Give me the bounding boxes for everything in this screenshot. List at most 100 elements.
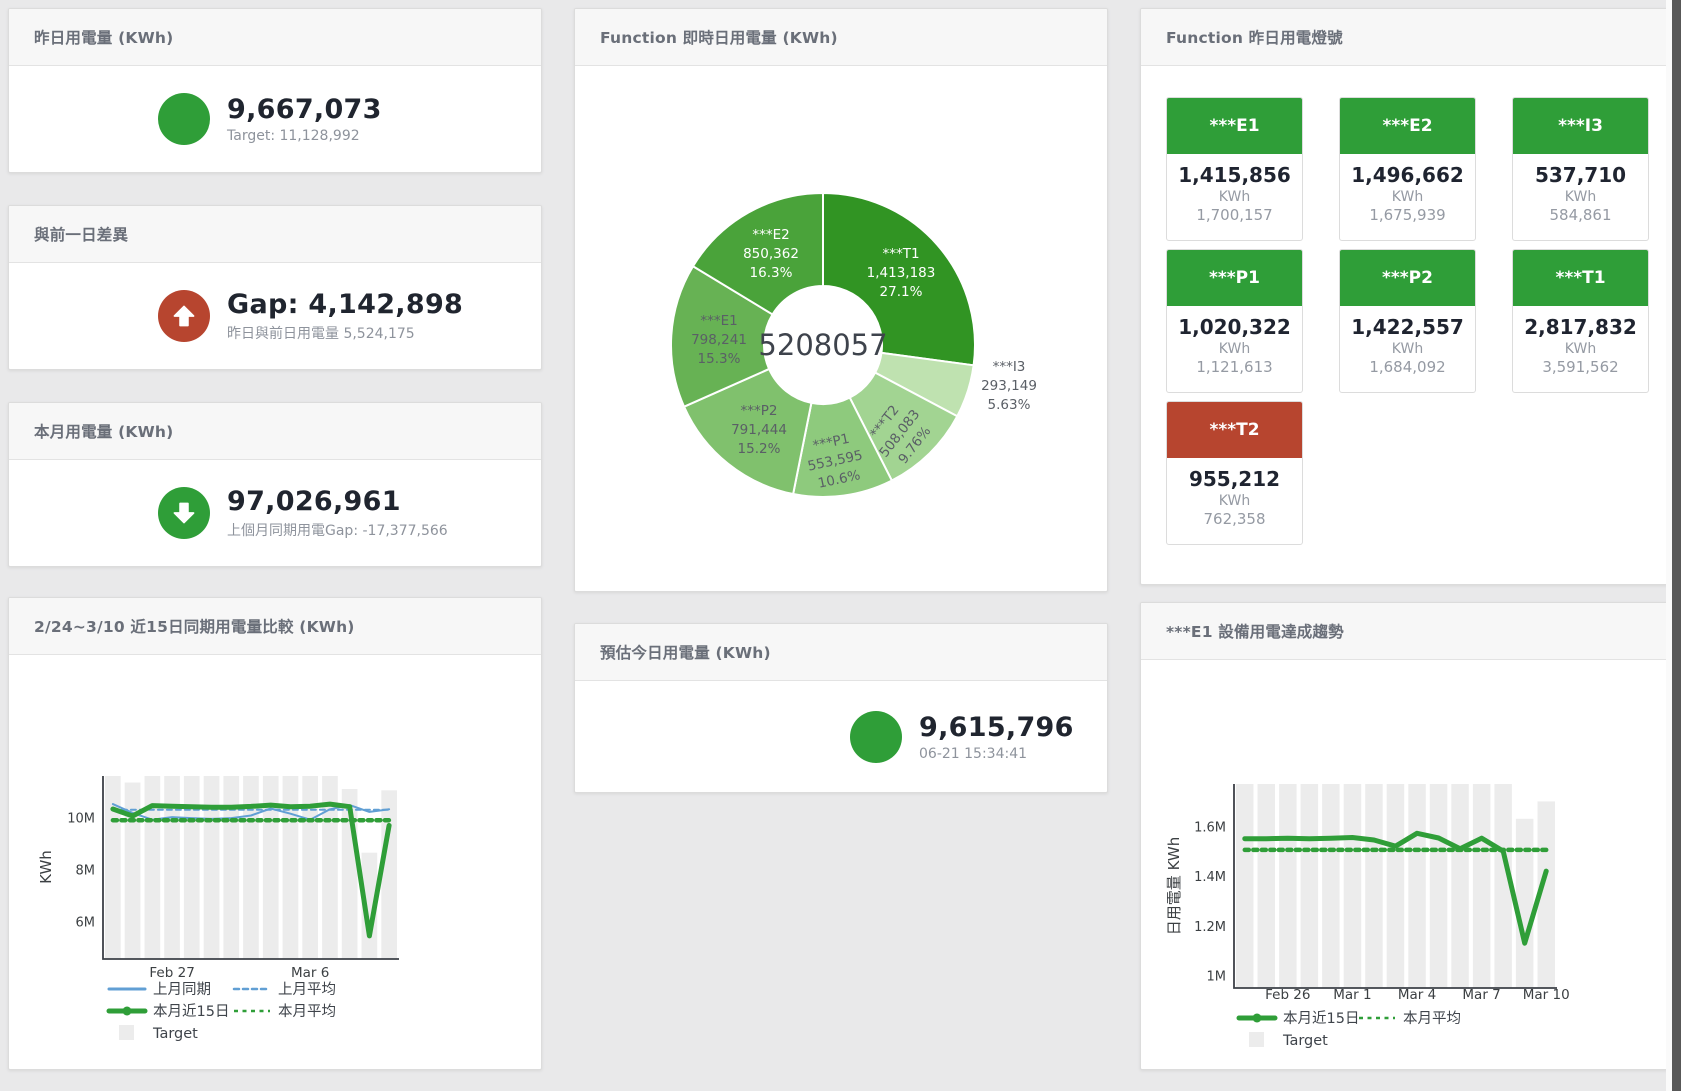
light-tile-name: ***T2 — [1167, 402, 1302, 458]
y-tick-label: 1.2M — [1194, 920, 1226, 935]
light-tile: ***P1 1,020,322 KWh 1,121,613 — [1166, 249, 1303, 393]
target-bar — [282, 776, 299, 959]
legend-label: 本月近15日 — [153, 1003, 229, 1020]
kpi-body: 9,667,073 Target: 11,128,992 — [9, 66, 541, 172]
x-tick-label: Feb 26 — [1265, 987, 1310, 1003]
y-tick-label: 1M — [1207, 970, 1227, 985]
legend-label: 上月平均 — [278, 981, 336, 998]
y-tick-label: 8M — [76, 864, 96, 879]
legend-label: Target — [152, 1026, 198, 1042]
light-tile-body: 955,212 KWh 762,358 — [1167, 458, 1302, 528]
card-yesterday-usage: 昨日用電量 (KWh) 9,667,073 Target: 11,128,992 — [8, 8, 542, 173]
card-header: 本月用電量 (KWh) — [9, 403, 541, 460]
x-tick-label: Mar 4 — [1398, 987, 1436, 1003]
kpi-value: 9,667,073 — [227, 94, 382, 125]
legend-swatch-dot — [1252, 1013, 1262, 1023]
card-header: Function 昨日用電燈號 — [1141, 9, 1667, 66]
target-bar — [1494, 784, 1512, 988]
tile-target: 1,700,157 — [1196, 206, 1273, 224]
card-estimate-today: 預估今日用電量 (KWh) 9,615,796 06-21 15:34:41 — [574, 623, 1108, 793]
legend-swatch-dot — [122, 1006, 132, 1016]
light-tile-name: ***E2 — [1340, 98, 1475, 154]
tile-unit: KWh — [1218, 493, 1251, 509]
trend-line-chart: 1M 1.2M 1.4M 1.6M Feb 26 Mar 1 Mar 4 Mar 7 Mar 1… — [1165, 784, 1570, 1049]
tile-target: 1,121,613 — [1196, 358, 1273, 376]
target-bar — [1322, 784, 1340, 988]
tile-target: 584,861 — [1549, 206, 1612, 224]
donut-slice — [691, 191, 824, 316]
kpi-body: 9,615,796 06-21 15:34:41 — [575, 681, 1107, 792]
status-circle-icon — [850, 710, 902, 763]
card-title: 預估今日用電量 (KWh) — [600, 644, 771, 662]
card-header: 2/24~3/10 近15日同期用電量比較 (KWh) — [9, 598, 541, 655]
legend-label: Target — [1282, 1033, 1328, 1049]
arrow-up-icon — [158, 290, 210, 342]
donut-slice — [682, 367, 813, 496]
target-bar — [381, 790, 397, 959]
card-15day-compare-chart: 2/24~3/10 近15日同期用電量比較 (KWh) 6M 8M 10M Feb 2… — [8, 597, 542, 1070]
y-axis-label: KWh — [37, 850, 55, 884]
target-bar — [1343, 784, 1362, 988]
series-line — [110, 801, 392, 939]
x-tick-label: Feb 27 — [149, 965, 194, 981]
scrollbar-track[interactable] — [1666, 0, 1681, 1091]
card-header: 昨日用電量 (KWh) — [9, 9, 541, 66]
target-bar — [243, 776, 259, 959]
card-title: ***E1 設備用電達成趨勢 — [1166, 623, 1344, 641]
target-bar — [1300, 784, 1319, 988]
kpi-text: 97,026,961 上個月同期用電Gap: -17,377,566 — [227, 486, 448, 540]
card-title: Function 昨日用電燈號 — [1166, 29, 1343, 47]
kpi-value: 97,026,961 — [227, 486, 401, 517]
series-line — [1242, 830, 1549, 946]
card-title: 本月用電量 (KWh) — [34, 423, 174, 441]
kpi-value: 9,615,796 — [919, 711, 1074, 743]
target-bar — [1515, 818, 1534, 988]
target-bar — [164, 776, 180, 959]
light-tile-name: ***I3 — [1513, 98, 1648, 154]
target-bar — [1386, 784, 1405, 988]
tile-value: 1,415,856 — [1178, 163, 1291, 187]
light-tile-body: 1,422,557 KWh 1,684,092 — [1340, 306, 1475, 376]
kpi-subtitle: Target: 11,128,992 — [227, 128, 360, 144]
card-header: Function 即時日用電量 (KWh) — [575, 9, 1107, 66]
tile-unit: KWh — [1218, 189, 1251, 205]
donut-slice-label: ***I3 293,149 5.63% — [981, 359, 1037, 413]
light-tile-name: ***P2 — [1340, 250, 1475, 306]
card-day-gap: 與前一日差異 Gap: 4,142,898 昨日與前日用電量 5,524,175 — [8, 205, 542, 370]
donut-slice — [670, 264, 774, 409]
x-tick-label: Mar 10 — [1523, 987, 1570, 1003]
light-tile: ***I3 537,710 KWh 584,861 — [1512, 97, 1649, 241]
kpi-subtitle: 昨日與前日用電量 5,524,175 — [227, 326, 415, 342]
donut-chart: ***T1 1,413,183 27.1%***I3 293,149 5.63%***T… — [670, 191, 1037, 499]
tile-unit: KWh — [1564, 341, 1597, 357]
kpi-body: 97,026,961 上個月同期用電Gap: -17,377,566 — [9, 460, 541, 566]
target-bar — [1279, 784, 1297, 988]
light-tile: ***T2 955,212 KWh 762,358 — [1166, 401, 1303, 545]
x-tick-label: Mar 1 — [1333, 987, 1371, 1003]
target-bar — [1236, 784, 1254, 988]
kpi-body: Gap: 4,142,898 昨日與前日用電量 5,524,175 — [9, 263, 541, 369]
tile-unit: KWh — [1218, 341, 1251, 357]
legend-label: 上月同期 — [153, 981, 211, 998]
light-tile-body: 1,020,322 KWh 1,121,613 — [1167, 306, 1302, 376]
target-bar — [223, 776, 240, 959]
chart-legend: 本月近15日 本月平均 Target — [1236, 1010, 1461, 1049]
card-header: 預估今日用電量 (KWh) — [575, 624, 1107, 681]
legend-label: 本月近15日 — [1283, 1010, 1359, 1027]
card-status-lights: Function 昨日用電燈號 ***E1 1,415,856 KWh 1,700,1… — [1140, 8, 1668, 585]
lights-grid: ***E1 1,415,856 KWh 1,700,157 ***E2 1,496,662… — [1166, 97, 1649, 545]
target-bar — [302, 776, 318, 959]
x-tick-label: Mar 6 — [291, 965, 329, 981]
y-tick-label: 1.6M — [1194, 820, 1226, 835]
tile-target: 762,358 — [1203, 510, 1266, 528]
scrollbar-thumb[interactable] — [1672, 0, 1681, 1091]
target-bar — [1365, 784, 1383, 988]
light-tile-body: 2,817,832 KWh 3,591,562 — [1513, 306, 1648, 376]
light-tile-name: ***E1 — [1167, 98, 1302, 154]
donut-slice — [822, 191, 976, 367]
light-tile: ***T1 2,817,832 KWh 3,591,562 — [1512, 249, 1649, 393]
y-tick-label: 6M — [76, 916, 96, 931]
